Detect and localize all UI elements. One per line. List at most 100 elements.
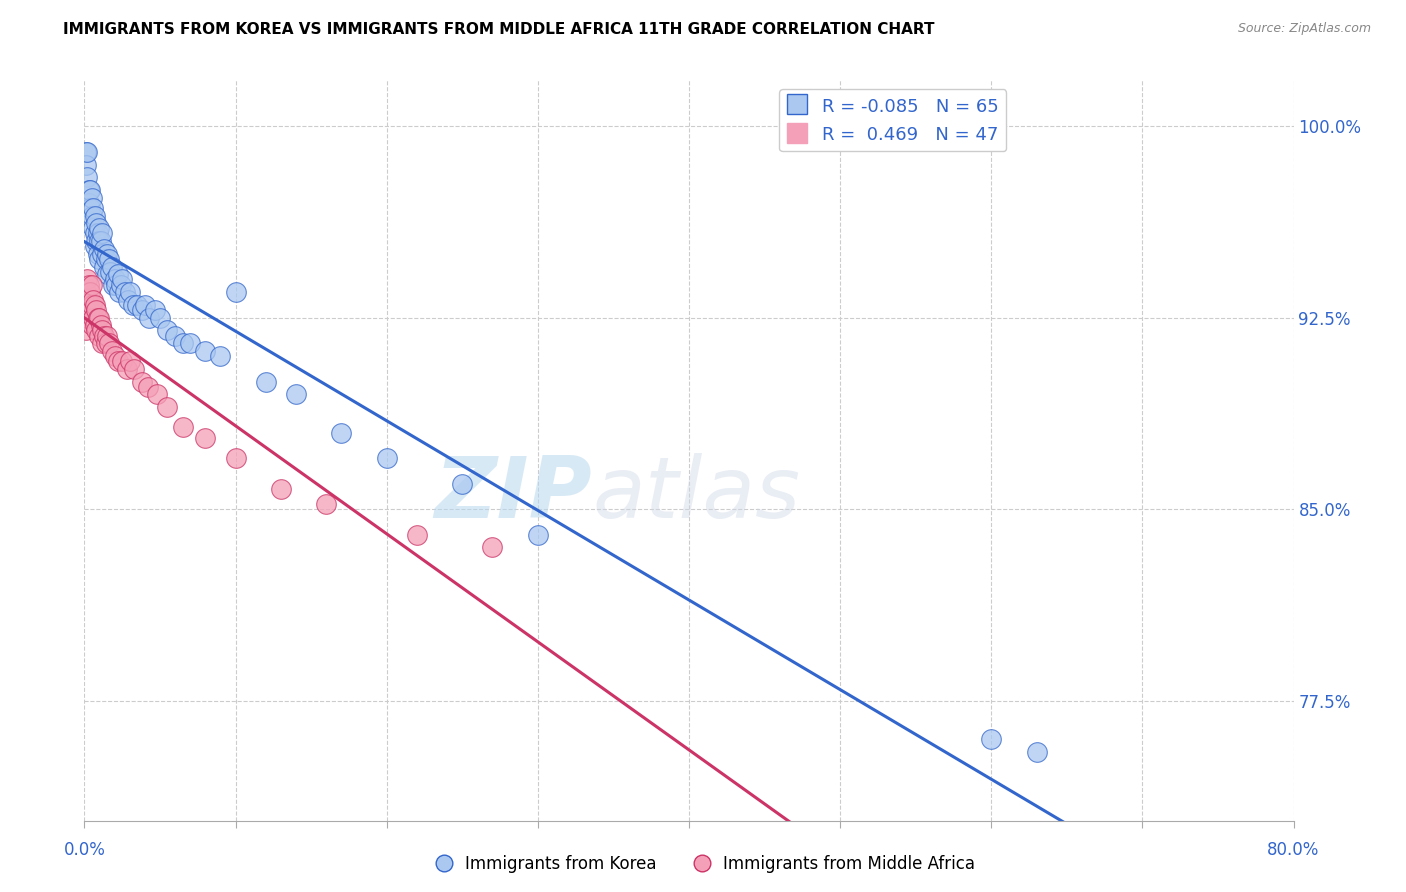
Point [86,323,108,337]
Point [91,323,114,337]
Text: Source: ZipAtlas.com: Source: ZipAtlas.com [1237,22,1371,36]
Point [86,216,108,230]
Point [79,303,101,318]
Point [84,318,107,333]
Point [97,336,120,351]
Point [980,731,1002,746]
Point [101,277,124,292]
Point [406,527,429,541]
Point [93,242,115,256]
Point [89,328,111,343]
Point [194,343,217,358]
Point [75,157,97,171]
Point [76,272,98,286]
Point [115,361,138,376]
Point [91,247,114,261]
Point [93,260,115,274]
Point [89,252,111,266]
Point [87,247,110,261]
Point [107,268,129,282]
Point [80,191,103,205]
Point [145,303,167,318]
Point [127,298,149,312]
Point [104,272,127,286]
Point [77,277,100,292]
Point [149,310,172,325]
Point [86,303,108,318]
Point [76,310,98,325]
Point [98,265,121,279]
Point [100,260,122,274]
Point [100,343,122,358]
Text: 80.0%: 80.0% [1267,841,1320,859]
Point [76,293,98,307]
Point [75,145,97,159]
Point [80,277,103,292]
Point [110,277,132,292]
Point [315,497,337,511]
Point [76,145,98,159]
Text: 0.0%: 0.0% [63,841,105,859]
Point [75,303,97,318]
Point [96,328,118,343]
Point [285,387,308,401]
Point [136,379,159,393]
Point [111,272,134,286]
Point [527,527,550,541]
Point [84,209,107,223]
Point [117,293,139,307]
Point [93,328,115,343]
Point [131,375,153,389]
Legend: R = -0.085   N = 65, R =  0.469   N = 47: R = -0.085 N = 65, R = 0.469 N = 47 [779,89,1007,152]
Point [146,387,169,401]
Text: ZIP: ZIP [434,453,592,536]
Point [121,298,143,312]
Point [330,425,353,440]
Point [79,285,101,300]
Point [80,318,103,333]
Point [156,400,179,414]
Point [80,209,103,223]
Point [104,349,127,363]
Point [87,310,110,325]
Point [87,227,110,241]
Legend: Immigrants from Korea, Immigrants from Middle Africa: Immigrants from Korea, Immigrants from M… [425,848,981,880]
Point [77,183,100,197]
Point [84,239,107,253]
Point [156,323,179,337]
Point [134,298,156,312]
Text: atlas: atlas [592,453,800,536]
Point [1025,745,1047,759]
Point [79,183,101,197]
Point [79,201,101,215]
Point [114,285,136,300]
Point [82,293,104,307]
Point [84,227,107,241]
Point [90,234,112,248]
Point [165,328,187,343]
Point [94,336,117,351]
Point [76,170,98,185]
Point [122,361,145,376]
Point [118,285,141,300]
Point [194,431,217,445]
Point [209,349,232,363]
Point [172,336,194,351]
Point [108,285,131,300]
Point [91,336,114,351]
Text: IMMIGRANTS FROM KOREA VS IMMIGRANTS FROM MIDDLE AFRICA 11TH GRADE CORRELATION CH: IMMIGRANTS FROM KOREA VS IMMIGRANTS FROM… [63,22,935,37]
Point [105,277,128,292]
Point [96,247,118,261]
Point [375,451,398,466]
Point [89,221,111,235]
Point [77,195,100,210]
Point [111,354,134,368]
Point [91,227,114,241]
Point [481,541,503,555]
Point [118,354,141,368]
Point [82,201,104,215]
Point [90,318,112,333]
Point [89,234,111,248]
Point [82,221,104,235]
Point [89,310,111,325]
